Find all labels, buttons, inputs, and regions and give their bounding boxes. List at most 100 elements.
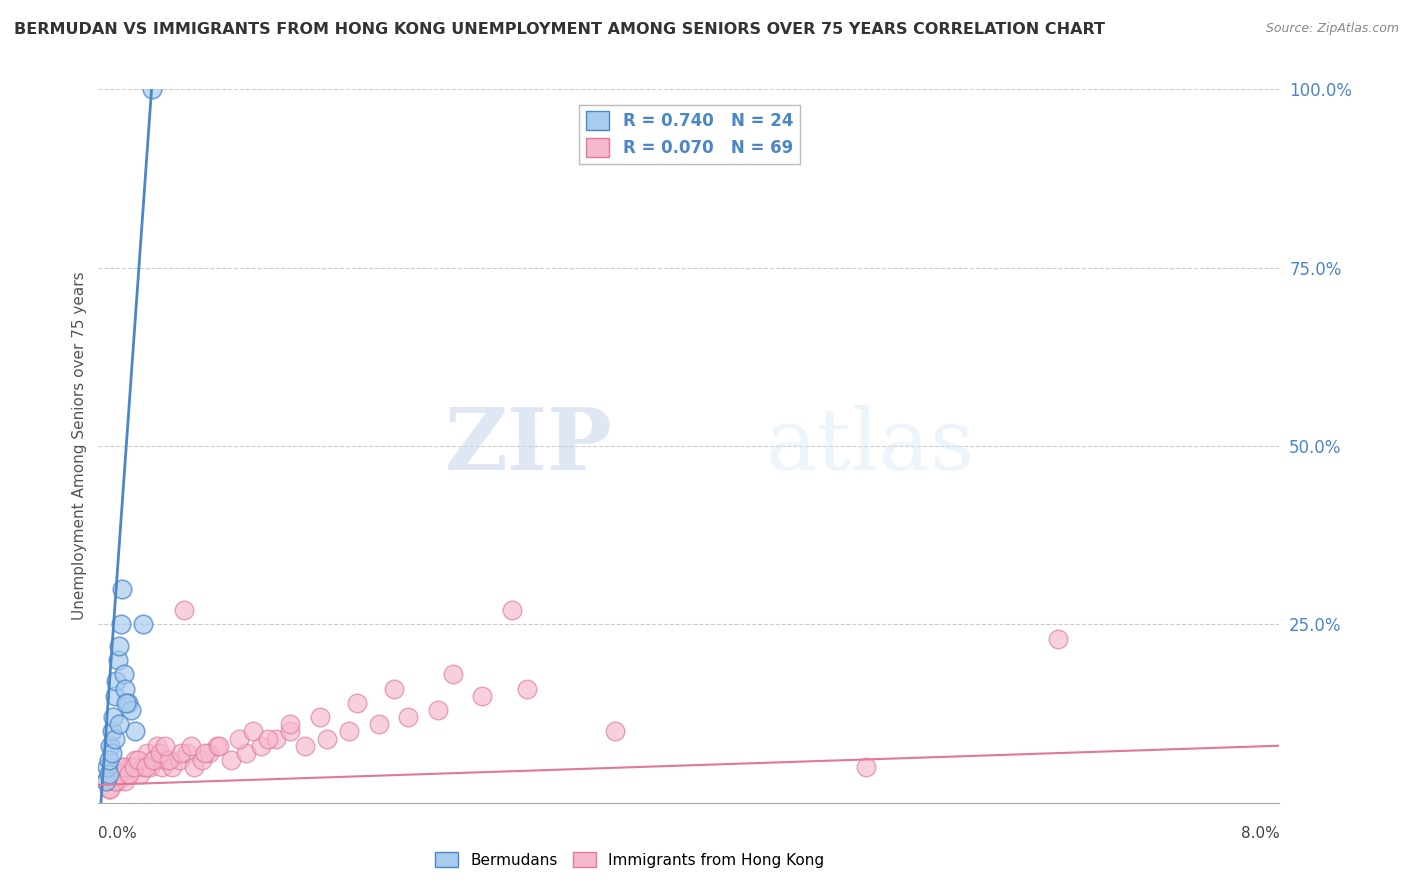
Point	[180, 739, 202, 753]
Point	[104, 774, 127, 789]
Point	[441, 667, 464, 681]
Point	[198, 746, 221, 760]
Point	[105, 760, 128, 774]
Point	[855, 760, 877, 774]
Point	[111, 760, 134, 774]
Point	[136, 746, 159, 760]
Point	[141, 82, 163, 96]
Point	[294, 739, 316, 753]
Point	[117, 767, 139, 781]
Point	[108, 717, 131, 731]
Point	[308, 710, 332, 724]
Point	[337, 724, 360, 739]
Point	[157, 753, 180, 767]
Text: 0.0%: 0.0%	[98, 827, 138, 841]
Point	[153, 739, 176, 753]
Y-axis label: Unemployment Among Seniors over 75 years: Unemployment Among Seniors over 75 years	[72, 272, 87, 620]
Point	[112, 667, 135, 681]
Point	[97, 767, 120, 781]
Point	[228, 731, 250, 746]
Point	[94, 774, 117, 789]
Point	[194, 746, 217, 760]
Point	[104, 689, 127, 703]
Point	[114, 681, 136, 696]
Point	[257, 731, 280, 746]
Point	[98, 781, 121, 796]
Point	[162, 760, 183, 774]
Point	[346, 696, 368, 710]
Point	[103, 774, 125, 789]
Point	[124, 753, 146, 767]
Point	[176, 746, 198, 760]
Point	[100, 767, 122, 781]
Point	[120, 703, 142, 717]
Point	[114, 774, 136, 789]
Point	[100, 724, 122, 739]
Point	[149, 746, 172, 760]
Point	[208, 739, 231, 753]
Point	[183, 760, 205, 774]
Point	[250, 739, 273, 753]
Point	[169, 753, 191, 767]
Point	[97, 781, 120, 796]
Point	[170, 746, 193, 760]
Point	[396, 710, 419, 724]
Text: Source: ZipAtlas.com: Source: ZipAtlas.com	[1265, 22, 1399, 36]
Point	[108, 639, 131, 653]
Point	[278, 724, 301, 739]
Point	[108, 767, 131, 781]
Point	[205, 739, 228, 753]
Point	[190, 753, 214, 767]
Text: ZIP: ZIP	[444, 404, 612, 488]
Point	[316, 731, 339, 746]
Point	[471, 689, 494, 703]
Point	[100, 746, 122, 760]
Point	[264, 731, 287, 746]
Legend: R = 0.740   N = 24, R = 0.070   N = 69: R = 0.740 N = 24, R = 0.070 N = 69	[579, 104, 800, 163]
Point	[605, 724, 627, 739]
Point	[118, 767, 141, 781]
Point	[122, 760, 145, 774]
Point	[132, 760, 155, 774]
Point	[120, 760, 142, 774]
Point	[97, 753, 120, 767]
Point	[146, 739, 169, 753]
Point	[111, 582, 134, 596]
Text: atlas: atlas	[766, 404, 974, 488]
Point	[117, 696, 139, 710]
Point	[112, 760, 135, 774]
Point	[127, 753, 149, 767]
Point	[110, 767, 132, 781]
Point	[104, 731, 127, 746]
Point	[515, 681, 537, 696]
Point	[219, 753, 242, 767]
Point	[426, 703, 449, 717]
Point	[94, 774, 117, 789]
Text: 8.0%: 8.0%	[1240, 827, 1279, 841]
Point	[110, 617, 132, 632]
Point	[235, 746, 257, 760]
Point	[107, 774, 129, 789]
Point	[132, 617, 155, 632]
Point	[155, 753, 177, 767]
Point	[173, 603, 195, 617]
Point	[124, 724, 146, 739]
Point	[242, 724, 264, 739]
Point	[278, 717, 301, 731]
Point	[143, 753, 166, 767]
Point	[96, 760, 118, 774]
Point	[142, 753, 165, 767]
Text: BERMUDAN VS IMMIGRANTS FROM HONG KONG UNEMPLOYMENT AMONG SENIORS OVER 75 YEARS C: BERMUDAN VS IMMIGRANTS FROM HONG KONG UN…	[14, 22, 1105, 37]
Point	[367, 717, 389, 731]
Point	[139, 760, 162, 774]
Point	[150, 760, 173, 774]
Point	[501, 603, 523, 617]
Point	[135, 760, 157, 774]
Point	[103, 710, 125, 724]
Point	[382, 681, 405, 696]
Point	[107, 653, 129, 667]
Point	[105, 674, 128, 689]
Point	[1046, 632, 1069, 646]
Point	[115, 696, 138, 710]
Point	[98, 739, 121, 753]
